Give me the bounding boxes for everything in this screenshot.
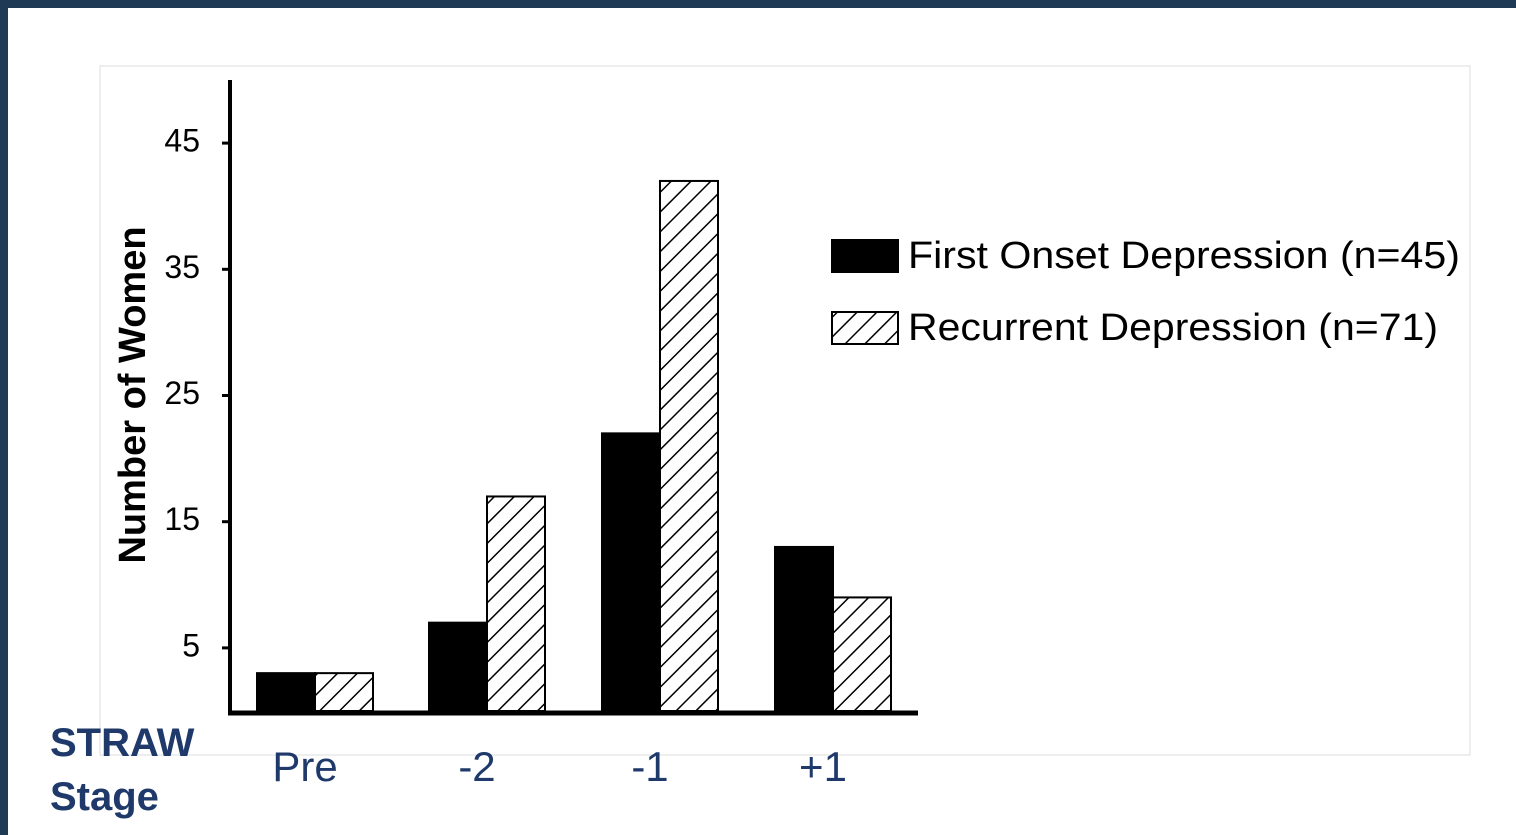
x-tick-label: -1 xyxy=(631,743,668,790)
bar xyxy=(314,672,374,713)
bar xyxy=(428,621,488,712)
legend-label: Recurrent Depression (n=71) xyxy=(908,307,1438,349)
x-axis-label: STRAW Stage xyxy=(50,721,195,819)
bar xyxy=(659,179,719,712)
x-tick-label: -2 xyxy=(458,743,495,790)
y-tick-label: 25 xyxy=(164,375,200,411)
bar xyxy=(601,432,661,712)
bar xyxy=(256,672,316,713)
bar xyxy=(486,495,546,712)
bar xyxy=(774,545,834,712)
legend-label: First Onset Depression (n=45) xyxy=(908,235,1460,277)
y-axis-label: Number of Women xyxy=(112,226,154,563)
y-tick-label: 45 xyxy=(164,123,200,159)
y-tick-label: 35 xyxy=(164,249,200,285)
bar xyxy=(832,596,892,712)
x-tick-label: Pre xyxy=(272,743,337,790)
x-tick-label: +1 xyxy=(799,743,847,790)
y-tick-label: 5 xyxy=(182,627,200,663)
y-tick-label: 15 xyxy=(164,501,200,537)
legend-swatch xyxy=(831,311,899,345)
legend-swatch xyxy=(831,239,899,273)
